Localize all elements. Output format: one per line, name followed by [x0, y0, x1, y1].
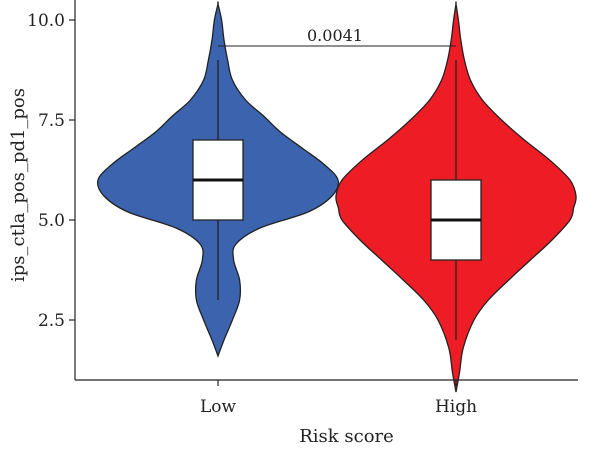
- x-tick-label: High: [435, 397, 477, 417]
- significance-bracket: 0.0041: [218, 26, 456, 47]
- y-tick-label: 2.5: [38, 311, 65, 331]
- x-tick-label: Low: [200, 397, 237, 417]
- boxplot-low: [192, 60, 244, 300]
- axes: 2.5 5.0 7.5 10.0 Low High: [27, 0, 578, 417]
- boxplot-layer: [192, 60, 482, 340]
- y-tick-label: 10.0: [27, 11, 65, 31]
- y-tick-label: 7.5: [38, 111, 65, 131]
- y-axis-title: ips_ctla_pos_pd1_pos: [8, 88, 29, 282]
- y-tick-label: 5.0: [38, 211, 65, 231]
- y-ticks: 2.5 5.0 7.5 10.0: [27, 11, 75, 331]
- boxplot-high: [430, 60, 482, 340]
- p-value-label: 0.0041: [307, 26, 363, 45]
- x-axis-title: Risk score: [299, 426, 394, 447]
- violin-layer: [96, 1, 577, 393]
- x-ticks: Low High: [200, 380, 477, 417]
